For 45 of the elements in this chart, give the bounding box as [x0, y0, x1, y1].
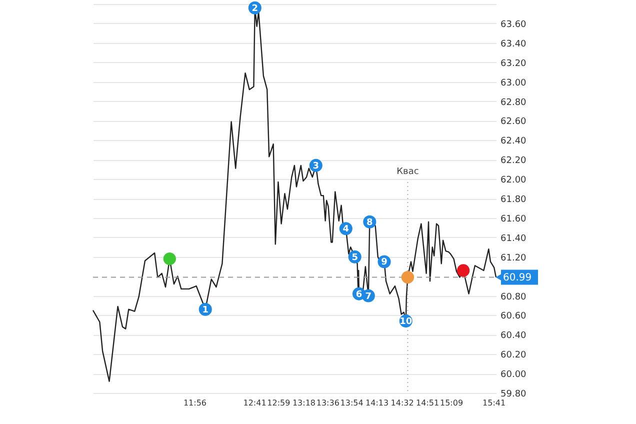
annotation: 5 — [352, 252, 358, 263]
x-tick-label: 13:36 — [316, 398, 340, 408]
annotation: 10 — [400, 317, 412, 328]
y-tick-label: 60.80 — [500, 292, 527, 302]
y-tick-label: 61.20 — [500, 253, 527, 264]
annotation: 2 — [252, 4, 258, 14]
annotation: 3 — [312, 161, 320, 172]
y-tick-label: 60.60 — [500, 312, 527, 322]
x-tick-label: 14:32 — [390, 398, 414, 408]
y-tick-label: 63.20 — [500, 58, 527, 69]
y-tick-label: 62.60 — [500, 117, 527, 128]
y-tick-label: 60.40 — [500, 331, 527, 342]
y-tick-label: 59.80 — [500, 390, 527, 400]
point — [401, 270, 414, 284]
annotation: 9 — [381, 258, 388, 268]
x-tick-label: 14:13 — [366, 398, 389, 408]
point — [163, 252, 176, 266]
ref-line-label: Квас — [396, 167, 419, 177]
y-tick-label: 61.80 — [500, 195, 527, 205]
y-tick-label: 62.00 — [500, 176, 527, 186]
x-tick-label: 15:09 — [440, 398, 464, 408]
y-tick-label: 60.20 — [500, 350, 527, 361]
y-tick-label: 63.60 — [500, 20, 527, 30]
ref-line-label: 60.99 — [503, 272, 532, 284]
x-tick-label: 12:41 — [243, 398, 266, 408]
y-tick-label: 61.60 — [500, 214, 527, 224]
annotation: 7 — [365, 292, 372, 302]
x-tick-label: 14:51 — [416, 398, 440, 408]
y-tick-label: 62.40 — [500, 136, 527, 147]
annotation: 8 — [366, 218, 373, 228]
annotation: 6 — [356, 290, 362, 300]
point — [456, 264, 470, 277]
y-tick-label: 61.40 — [500, 234, 527, 244]
x-tick-label: 11:56 — [183, 398, 207, 408]
x-tick-label: 15:41 — [482, 398, 506, 408]
y-tick-label: 60.00 — [500, 370, 527, 380]
x-tick-label: 13:54 — [340, 398, 364, 408]
annotation: 4 — [342, 224, 350, 235]
y-tick-label: 63.40 — [500, 39, 527, 50]
annotation: 1 — [202, 305, 209, 316]
y-tick-label: 62.80 — [500, 98, 527, 108]
x-tick-label: 12:59 — [267, 398, 290, 408]
x-tick-label: 13:18 — [292, 398, 316, 408]
y-tick-label: 63.00 — [500, 78, 527, 88]
y-tick-label: 62.20 — [500, 156, 527, 166]
